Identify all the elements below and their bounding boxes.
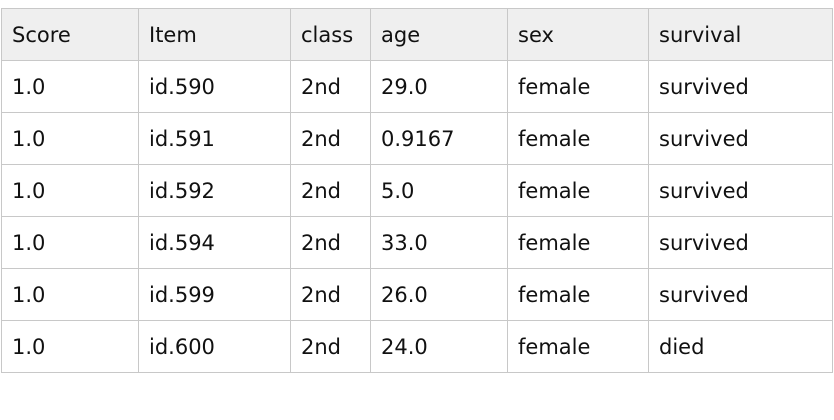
table-cell: 1.0 [1, 216, 139, 269]
column-header: Item [138, 8, 291, 61]
table-cell: 1.0 [1, 320, 139, 373]
table-cell: 1.0 [1, 60, 139, 113]
table-row: 1.0 id.590 2nd 29.0 female survived [1, 60, 833, 113]
table-cell: id.592 [138, 164, 291, 217]
table-cell: female [507, 268, 649, 321]
table-cell: survived [648, 60, 833, 113]
table-cell: id.594 [138, 216, 291, 269]
table-cell: 1.0 [1, 164, 139, 217]
data-table: Score Item class age sex survival 1.0 id.590 2n… [1, 8, 833, 373]
column-header: Score [1, 8, 139, 61]
column-header: sex [507, 8, 649, 61]
table-cell: female [507, 60, 649, 113]
table-cell: female [507, 216, 649, 269]
table-cell: female [507, 164, 649, 217]
column-header: age [370, 8, 508, 61]
table-cell: 24.0 [370, 320, 508, 373]
table-cell: 1.0 [1, 112, 139, 165]
table-body: 1.0 id.590 2nd 29.0 female survived 1.0 id.591 2… [1, 60, 833, 373]
table-cell: female [507, 320, 649, 373]
table-row: 1.0 id.592 2nd 5.0 female survived [1, 164, 833, 217]
table-cell: id.591 [138, 112, 291, 165]
table-cell: 2nd [290, 112, 371, 165]
table-row: 1.0 id.591 2nd 0.9167 female survived [1, 112, 833, 165]
table-cell: survived [648, 216, 833, 269]
table-cell: 2nd [290, 268, 371, 321]
table-row: 1.0 id.600 2nd 24.0 female died [1, 320, 833, 373]
table-cell: survived [648, 112, 833, 165]
table-row: 1.0 id.599 2nd 26.0 female survived [1, 268, 833, 321]
table-row: 1.0 id.594 2nd 33.0 female survived [1, 216, 833, 269]
table-cell: 1.0 [1, 268, 139, 321]
table-cell: female [507, 112, 649, 165]
table-cell: 26.0 [370, 268, 508, 321]
table-cell: 29.0 [370, 60, 508, 113]
table-cell: 2nd [290, 164, 371, 217]
table-header: Score Item class age sex survival [1, 8, 833, 61]
table-cell: survived [648, 164, 833, 217]
table-cell: 2nd [290, 216, 371, 269]
table-cell: 33.0 [370, 216, 508, 269]
table-cell: survived [648, 268, 833, 321]
table-cell: 5.0 [370, 164, 508, 217]
table-cell: id.599 [138, 268, 291, 321]
header-row: Score Item class age sex survival [1, 8, 833, 61]
table-cell: 2nd [290, 60, 371, 113]
column-header: survival [648, 8, 833, 61]
table-cell: 2nd [290, 320, 371, 373]
table-cell: id.590 [138, 60, 291, 113]
table-cell: 0.9167 [370, 112, 508, 165]
table-cell: died [648, 320, 833, 373]
table-cell: id.600 [138, 320, 291, 373]
column-header: class [290, 8, 371, 61]
